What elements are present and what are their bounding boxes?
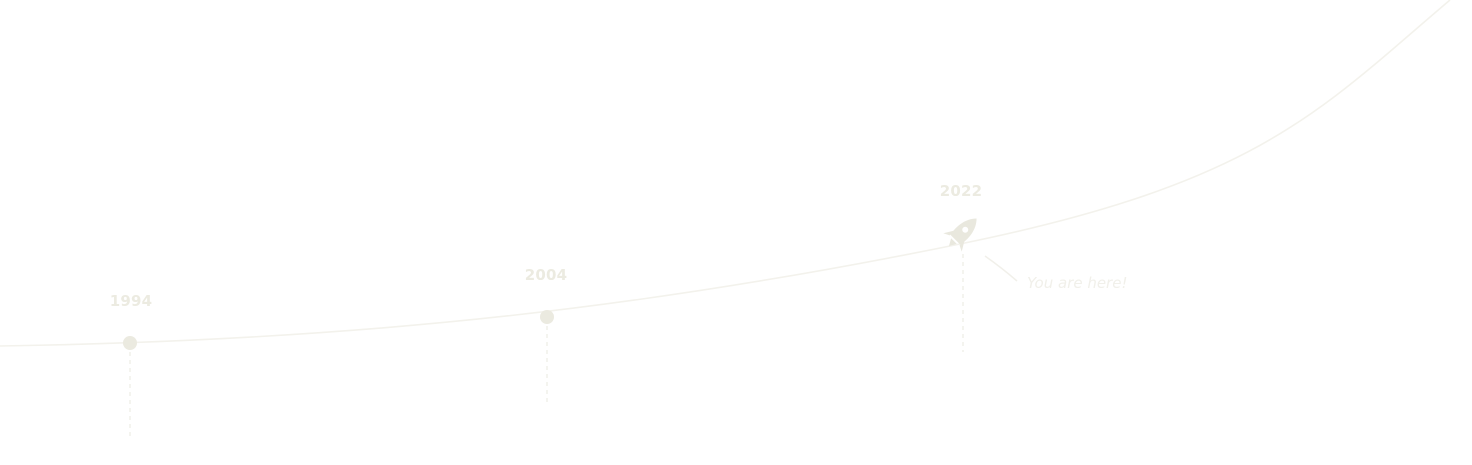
milestone-2022-year: 2022 (939, 182, 983, 200)
milestone-1994-year: 1994 (109, 292, 153, 310)
rocket-icon (943, 218, 977, 252)
milestone-2004-year: 2004 (524, 266, 568, 284)
milestone-2004-dot (540, 310, 554, 324)
milestone-1994-dot (123, 336, 137, 350)
growth-curve (0, 0, 1451, 347)
you-are-here-annotation: You are here! (1027, 274, 1128, 292)
annotation-pointer (984, 255, 1018, 282)
